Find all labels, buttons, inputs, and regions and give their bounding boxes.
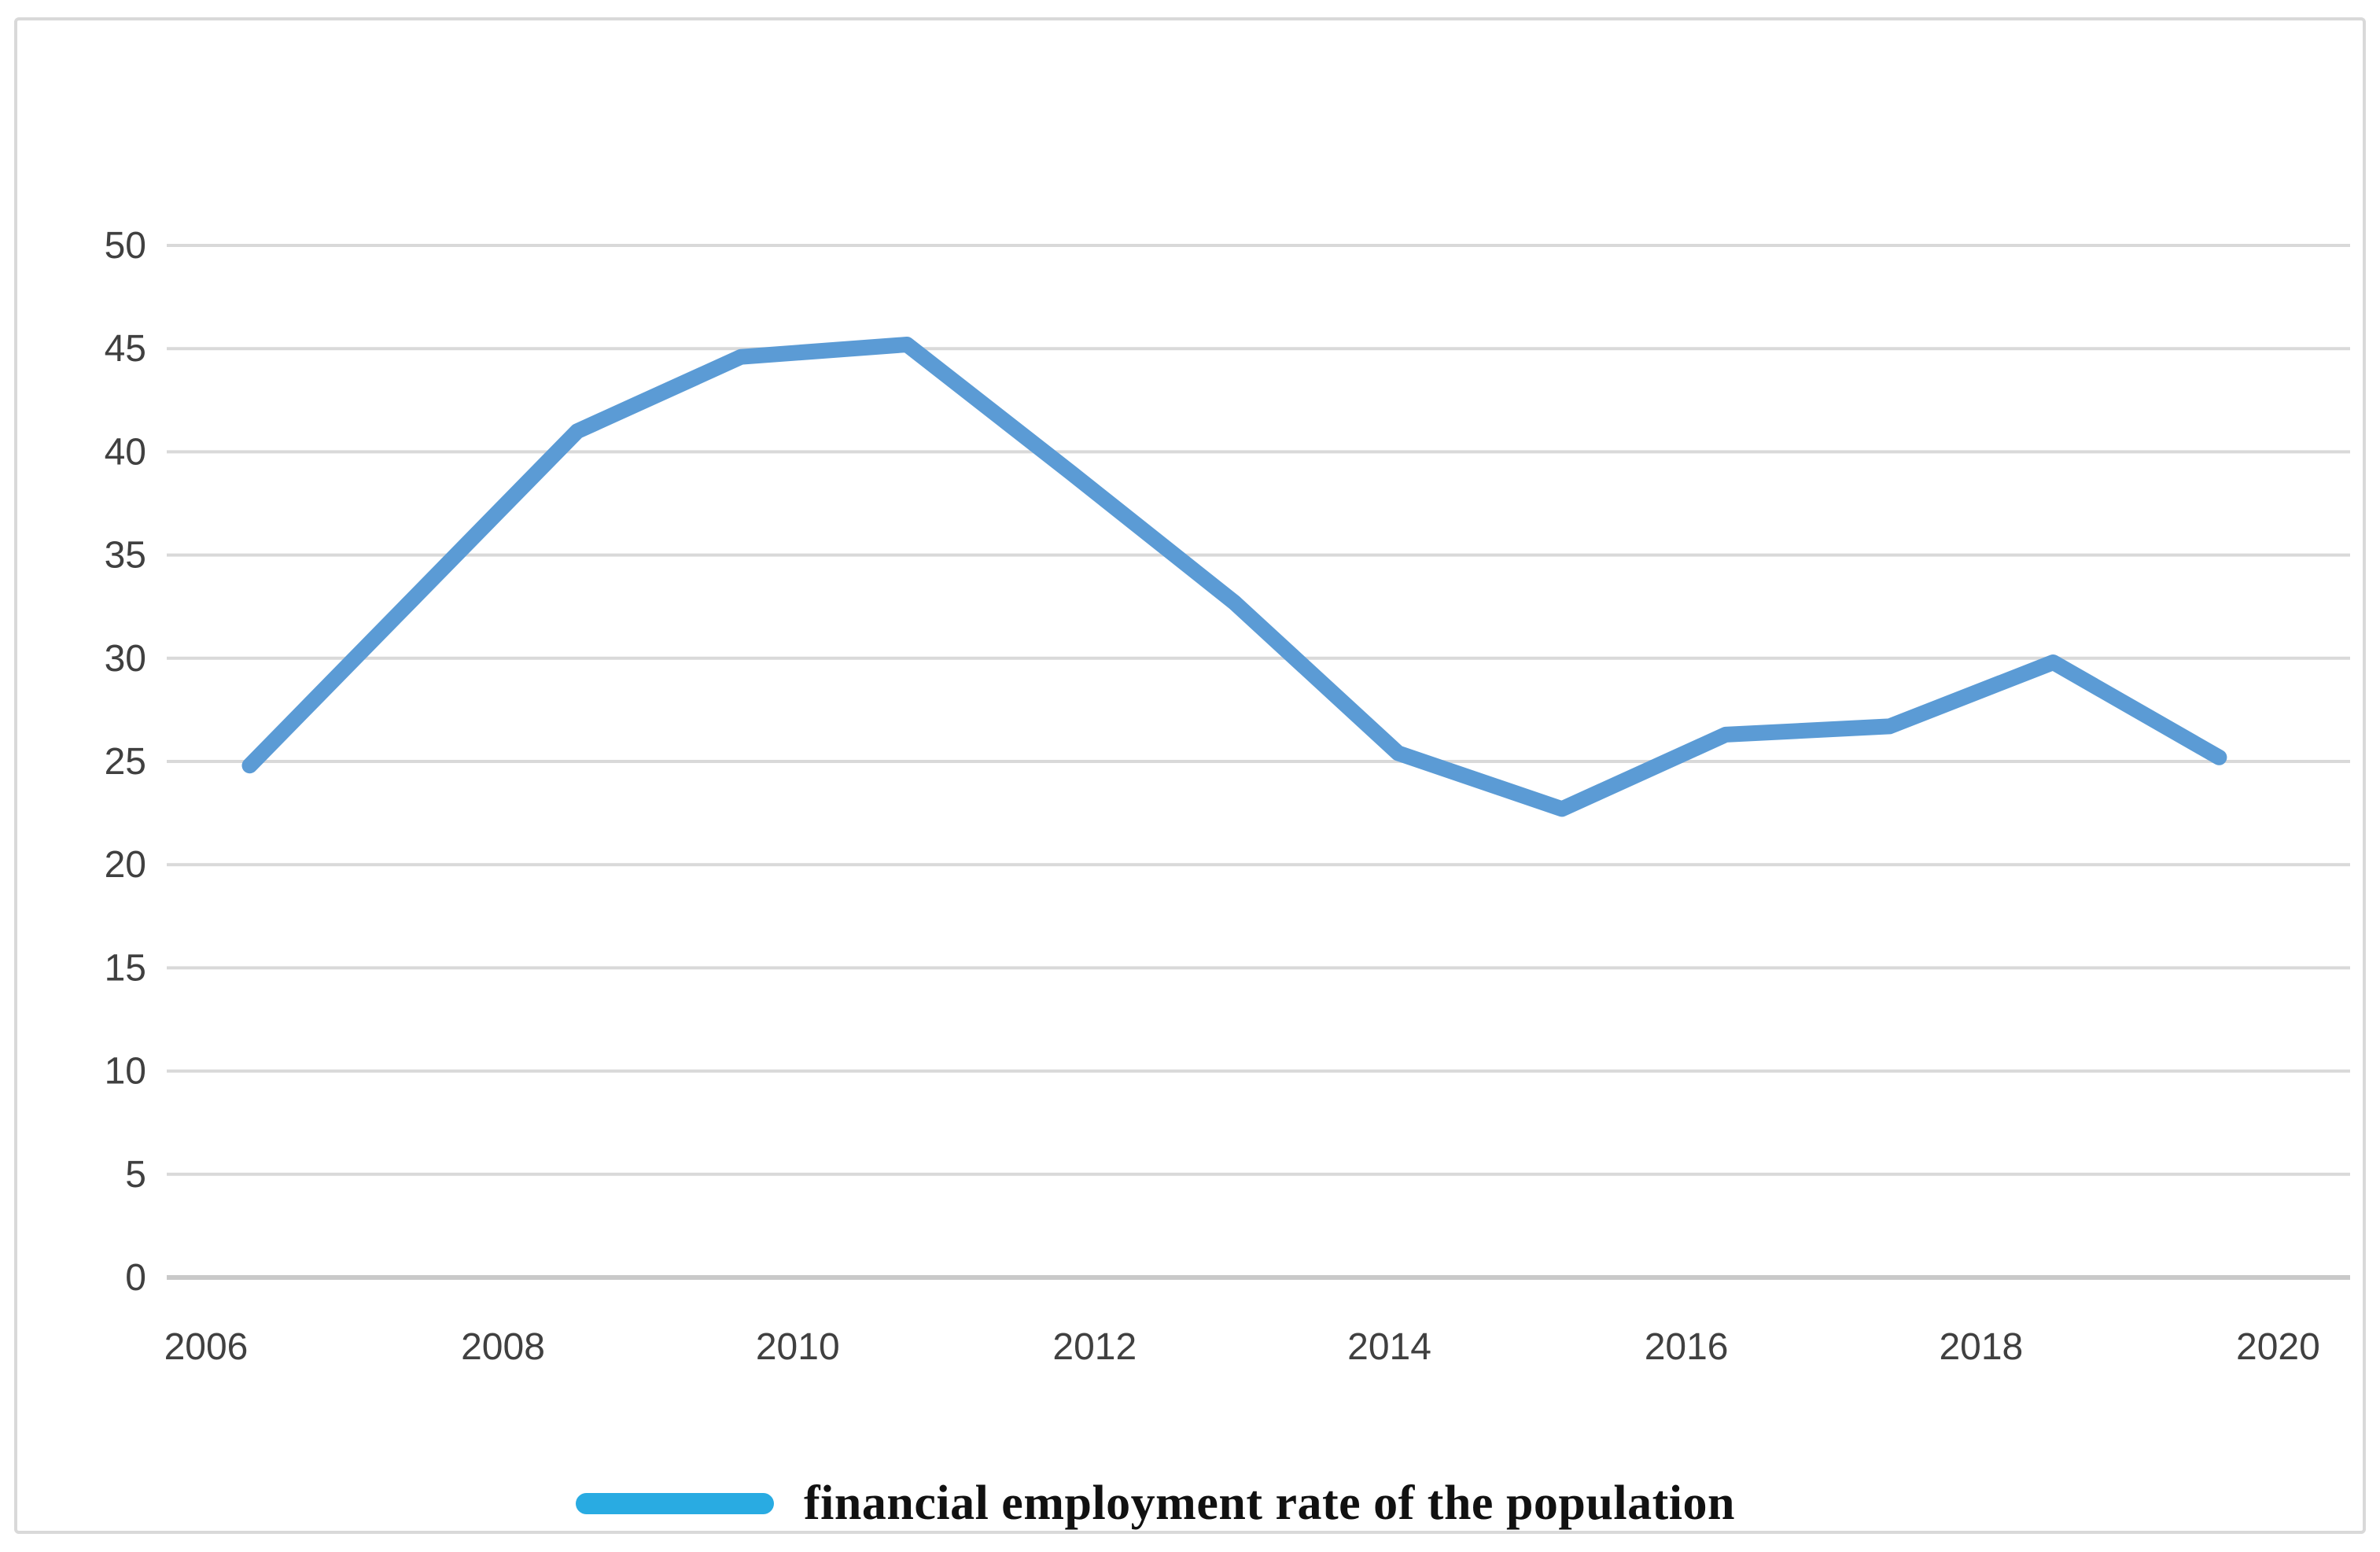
y-tick-label: 0 [125,1257,146,1299]
chart-frame [14,17,2366,1534]
legend-line-marker [576,1493,774,1514]
y-tick-label: 45 [105,328,146,370]
series-line [241,337,2227,817]
legend-label: financial employment rate of the populat… [804,1476,1735,1530]
x-tick-label: 2018 [1939,1326,2023,1368]
y-tick-label: 50 [105,225,146,267]
x-tick-label: 2010 [756,1326,840,1368]
y-tick-label: 40 [105,431,146,473]
y-tick-label: 20 [105,844,146,886]
y-axis-tick-labels: 0 5 10 15 20 25 30 35 40 45 50 [105,225,146,1299]
legend: financial employment rate of the populat… [576,1476,1735,1532]
x-axis-tick-labels: 2006 2008 2010 2012 2014 2016 2018 2020 [164,1326,2320,1368]
x-tick-label: 2020 [2236,1326,2320,1368]
x-tick-label: 2006 [164,1326,249,1368]
x-tick-label: 2008 [461,1326,545,1368]
x-tick-label: 2014 [1347,1326,1431,1368]
gridlines [167,244,2350,1280]
y-tick-label: 35 [105,535,146,577]
y-tick-label: 25 [105,741,146,783]
x-tick-label: 2016 [1645,1326,1729,1368]
x-tick-label: 2012 [1052,1326,1137,1368]
series-lines [241,337,2227,817]
y-tick-label: 15 [105,947,146,989]
y-tick-label: 30 [105,638,146,680]
y-tick-label: 10 [105,1051,146,1093]
y-tick-label: 5 [125,1154,146,1196]
